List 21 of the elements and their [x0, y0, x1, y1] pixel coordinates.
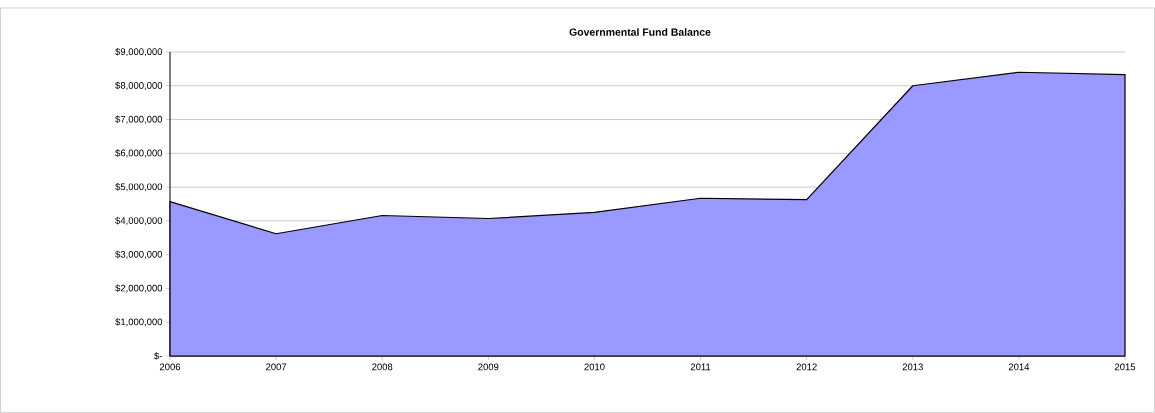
y-tick-label: $2,000,000	[115, 284, 163, 293]
x-tick-label: 2009	[478, 363, 499, 371]
y-tick-label: $4,000,000	[115, 216, 163, 226]
x-tick-label: 2006	[159, 363, 181, 371]
x-tick-label: 2015	[1114, 363, 1136, 371]
y-tick-label: $3,000,000	[115, 250, 163, 259]
x-tick-label: 2011	[690, 363, 711, 371]
x-tick-label: 2010	[584, 363, 605, 371]
chart-title: Governmental Fund Balance	[569, 28, 711, 36]
x-tick-label: 2008	[372, 363, 393, 371]
x-tick-label: 2013	[902, 363, 923, 371]
y-tick-label: $8,000,000	[115, 81, 163, 90]
y-tick-label: $6,000,000	[115, 149, 163, 158]
y-tick-label: $9,000,000	[115, 47, 163, 57]
y-tick-label: $7,000,000	[115, 115, 163, 124]
y-tick-label: $-	[154, 352, 163, 360]
x-tick-label: 2007	[266, 363, 287, 371]
y-tick-label: $5,000,000	[115, 183, 163, 192]
x-tick-label: 2012	[796, 363, 817, 371]
x-tick-label: 2014	[1008, 363, 1030, 371]
y-tick-label: $1,000,000	[115, 318, 163, 327]
